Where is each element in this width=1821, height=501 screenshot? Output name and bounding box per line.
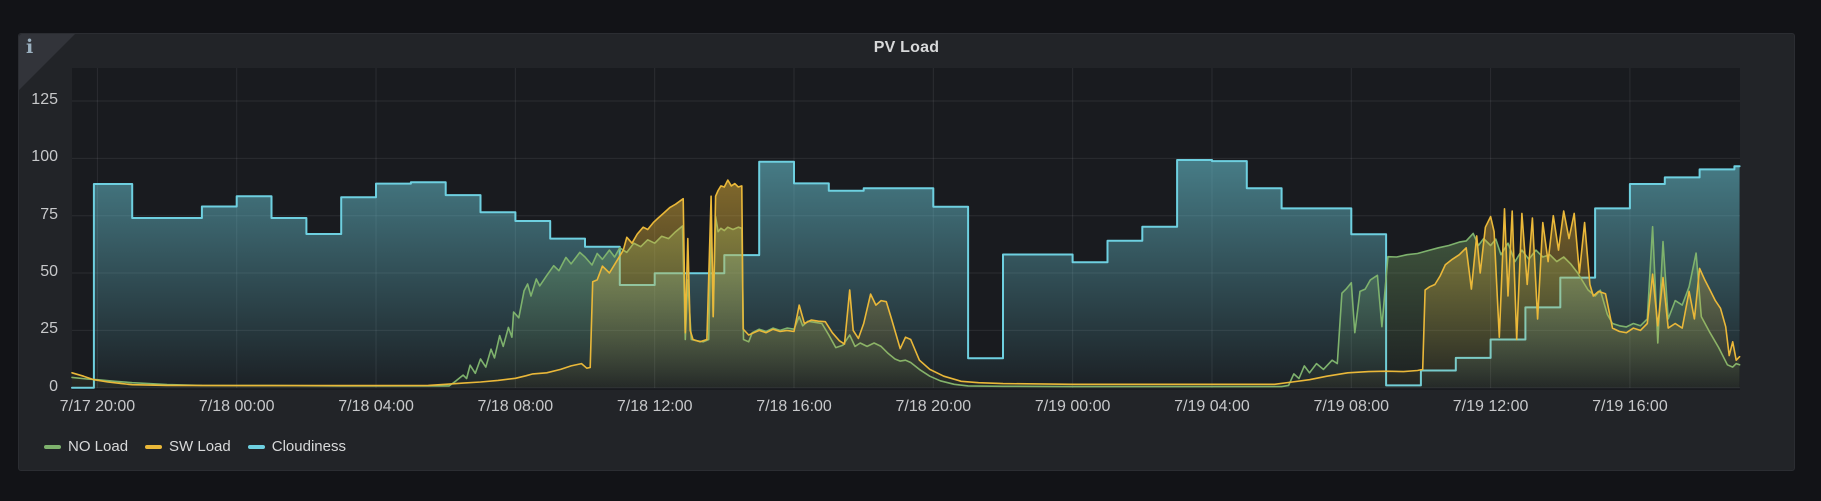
sw-load-area xyxy=(72,180,1740,388)
legend-item-label: Cloudiness xyxy=(271,438,346,455)
x-tick-label: 7/18 08:00 xyxy=(477,398,554,415)
legend-swatch xyxy=(44,444,61,449)
legend-item-label: SW Load xyxy=(169,438,231,455)
legend: NO Load SW Load Cloudiness xyxy=(44,438,346,455)
x-tick-label: 7/18 20:00 xyxy=(895,398,972,415)
x-tick-label: 7/18 00:00 xyxy=(198,398,275,415)
info-icon[interactable]: i xyxy=(26,36,34,58)
sw-load-line xyxy=(71,179,1741,387)
x-tick-label: 7/19 16:00 xyxy=(1592,398,1668,415)
panel-title: PV Load xyxy=(873,39,940,56)
legend-item-label: NO Load xyxy=(68,438,129,455)
y-tick-label: 25 xyxy=(40,320,58,338)
legend-swatch xyxy=(247,444,265,449)
y-tick-label: 75 xyxy=(40,205,58,223)
x-tick-label: 7/19 12:00 xyxy=(1452,398,1529,415)
y-tick-label: 125 xyxy=(31,91,58,109)
legend-item-no-load[interactable]: NO Load xyxy=(44,438,128,455)
y-tick-label: 100 xyxy=(31,148,58,166)
x-tick-label: 7/19 08:00 xyxy=(1313,398,1390,415)
x-tick-label: 7/18 16:00 xyxy=(756,398,832,415)
x-tick-label: 7/18 12:00 xyxy=(616,398,693,415)
y-tick-label: 0 xyxy=(49,377,58,395)
legend-swatch xyxy=(145,444,163,449)
legend-item-sw-load[interactable]: SW Load xyxy=(145,438,231,455)
x-tick-label: 7/19 04:00 xyxy=(1174,398,1250,415)
legend-item-cloudiness[interactable]: Cloudiness xyxy=(247,438,346,455)
cloudiness-area xyxy=(72,160,1740,388)
panel-info-corner[interactable] xyxy=(19,34,75,90)
y-tick-label: 50 xyxy=(40,263,58,281)
x-tick-label: 7/19 00:00 xyxy=(1034,398,1111,415)
x-tick-label: 7/18 04:00 xyxy=(338,398,414,415)
x-tick-label: 7/17 20:00 xyxy=(59,398,136,415)
